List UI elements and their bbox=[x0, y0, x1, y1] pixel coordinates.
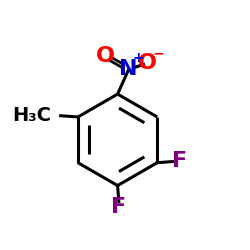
Text: O: O bbox=[96, 46, 115, 66]
Text: O: O bbox=[138, 53, 157, 73]
Text: F: F bbox=[172, 152, 188, 172]
Text: F: F bbox=[111, 196, 126, 216]
Text: +: + bbox=[132, 50, 144, 64]
Text: N: N bbox=[120, 59, 138, 80]
Text: H₃C: H₃C bbox=[12, 106, 51, 125]
Text: −: − bbox=[152, 46, 164, 60]
